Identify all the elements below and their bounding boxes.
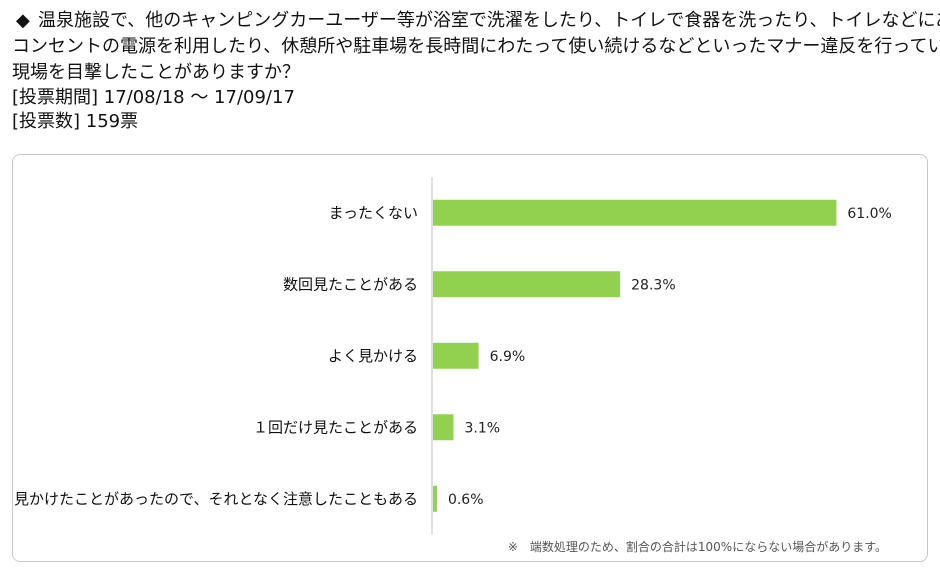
category-label: よく見かける (328, 347, 418, 365)
category-label: まったくない (329, 204, 418, 222)
question-line-1: ◆ 温泉施設で、他のキャンピングカーユーザー等が浴室で洗濯をしたり、トイレで食器を… (12, 8, 940, 34)
category-label: １回だけ見たことがある (253, 418, 418, 436)
value-label: 28.3% (631, 277, 675, 293)
bar (433, 342, 479, 369)
value-label: 6.9% (490, 349, 526, 365)
chart-panel: まったくない 61.0% 数回見たことがある 28.3% よく見かける 6.9% １回だけ見… (12, 154, 928, 562)
question-line-2: コンセントの電源を利用したり、休憩所や駐車場を長時間にわたって使い続けるなどとい… (12, 36, 940, 57)
question-line-3: 現場を目撃したことがありますか？ (12, 62, 300, 83)
question-header: ◆ 温泉施設で、他のキャンピングカーユーザー等が浴室で洗濯をしたり、トイレで食器を… (12, 8, 940, 134)
question-text-1: 温泉施設で、他のキャンピングカーユーザー等が浴室で洗濯をしたり、トイレで食器を洗… (38, 10, 940, 31)
category-label: 数回見たことがある (283, 275, 418, 293)
bar (433, 414, 454, 441)
diamond-bullet-icon: ◆ (16, 10, 30, 31)
value-label: 3.1% (465, 420, 501, 436)
vote-count: [投票数] 159票 (12, 111, 139, 132)
voting-period: [投票期間] 17/08/18 ～ 17/09/17 (12, 87, 295, 108)
bar-chart: まったくない 61.0% 数回見たことがある 28.3% よく見かける 6.9% １回だけ見… (14, 177, 892, 535)
value-label: 0.6% (448, 492, 484, 508)
bar (433, 485, 437, 512)
footnote: ※ 端数処理のため、割合の合計は100%にならない場合があります。 (507, 540, 887, 554)
value-label: 61.0% (847, 206, 891, 222)
bar (433, 271, 621, 298)
category-label: 見かけたことがあったので、それとなく注意したこともある (14, 490, 418, 508)
bar (433, 199, 837, 226)
